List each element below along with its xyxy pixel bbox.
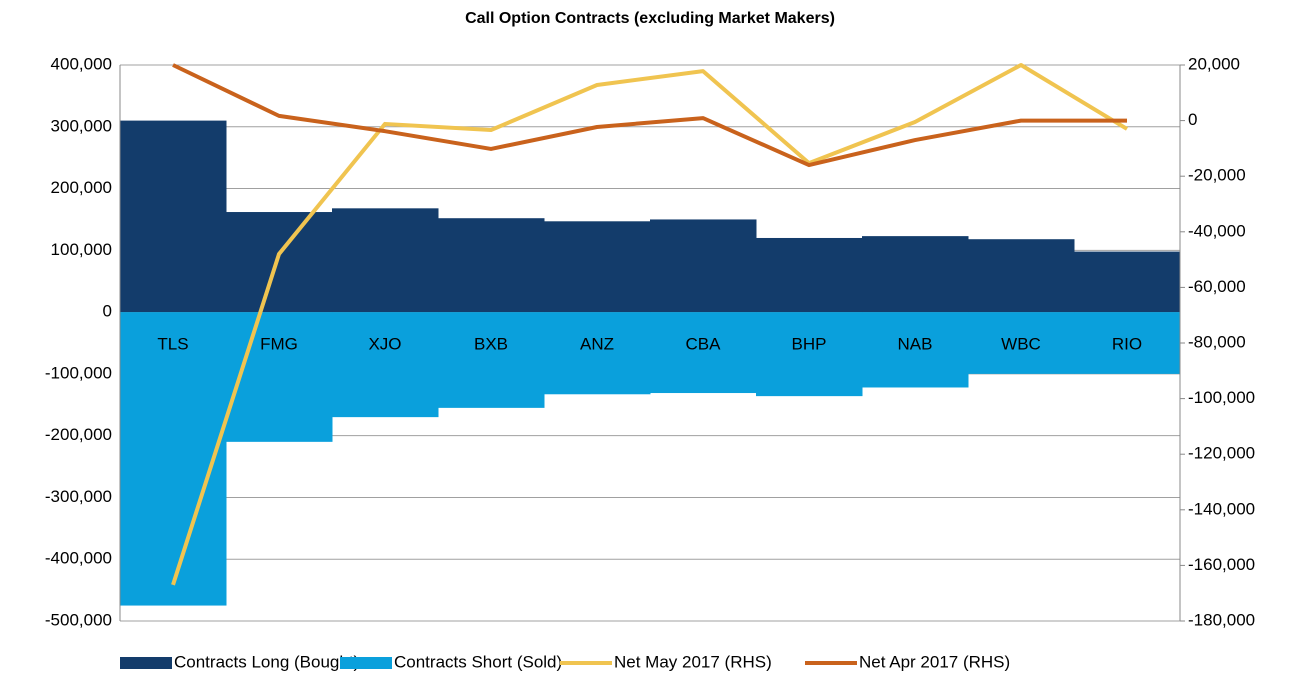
y-tick-label: -300,000 [45, 487, 112, 506]
x-tick-label: WBC [1001, 334, 1041, 353]
bar [862, 312, 969, 388]
bar [544, 312, 651, 395]
bar [438, 312, 545, 408]
bar [120, 120, 227, 313]
chart-title: Call Option Contracts (excluding Market … [465, 10, 835, 27]
x-tick-label: NAB [898, 334, 933, 353]
bar [968, 312, 1075, 374]
y-tick-label: 300,000 [51, 116, 112, 135]
y-tick-label: 200,000 [51, 178, 112, 197]
x-tick-label: ANZ [580, 334, 614, 353]
legend-swatch [120, 657, 172, 669]
y-tick-label: 100,000 [51, 240, 112, 259]
y2-tick-label: -40,000 [1188, 221, 1246, 240]
y2-tick-label: 0 [1188, 110, 1197, 129]
y2-tick-label: -140,000 [1188, 499, 1255, 518]
y-tick-label: -100,000 [45, 363, 112, 382]
x-tick-label: BHP [792, 334, 827, 353]
legend-label: Net Apr 2017 (RHS) [859, 652, 1010, 671]
y-tick-label: -400,000 [45, 549, 112, 568]
x-tick-label: FMG [260, 334, 298, 353]
bar [756, 237, 863, 313]
bar [226, 212, 333, 313]
bar [226, 312, 333, 442]
bar [862, 236, 969, 313]
y-tick-label: 400,000 [51, 54, 112, 73]
bar [438, 218, 545, 313]
legend-label: Net May 2017 (RHS) [614, 652, 772, 671]
y2-tick-label: 20,000 [1188, 54, 1240, 73]
bar [756, 312, 863, 397]
y-tick-label: -200,000 [45, 425, 112, 444]
y2-tick-label: -160,000 [1188, 555, 1255, 574]
line [171, 63, 1129, 586]
bar [968, 239, 1075, 313]
y2-tick-label: -20,000 [1188, 166, 1246, 185]
bar [332, 312, 439, 418]
y2-tick-label: -120,000 [1188, 444, 1255, 463]
x-tick-label: BXB [474, 334, 508, 353]
legend-label: Contracts Long (Bought) [174, 652, 359, 671]
y2-tick-label: -80,000 [1188, 332, 1246, 351]
x-tick-label: XJO [368, 334, 401, 353]
y2-tick-label: -60,000 [1188, 277, 1246, 296]
legend-label: Contracts Short (Sold) [394, 652, 562, 671]
y2-tick-label: -180,000 [1188, 610, 1255, 629]
legend-swatch [340, 657, 392, 669]
x-tick-label: CBA [686, 334, 722, 353]
line [172, 63, 1127, 168]
x-tick-label: RIO [1112, 334, 1142, 353]
bar [120, 312, 227, 606]
bar [1074, 312, 1181, 374]
y-tick-label: -500,000 [45, 610, 112, 629]
bar [544, 221, 651, 313]
bar [332, 208, 439, 313]
bar [1074, 251, 1181, 313]
x-tick-label: TLS [157, 334, 188, 353]
y-tick-label: 0 [103, 302, 112, 321]
bar [650, 312, 757, 394]
bar [650, 219, 757, 313]
y2-tick-label: -100,000 [1188, 388, 1255, 407]
